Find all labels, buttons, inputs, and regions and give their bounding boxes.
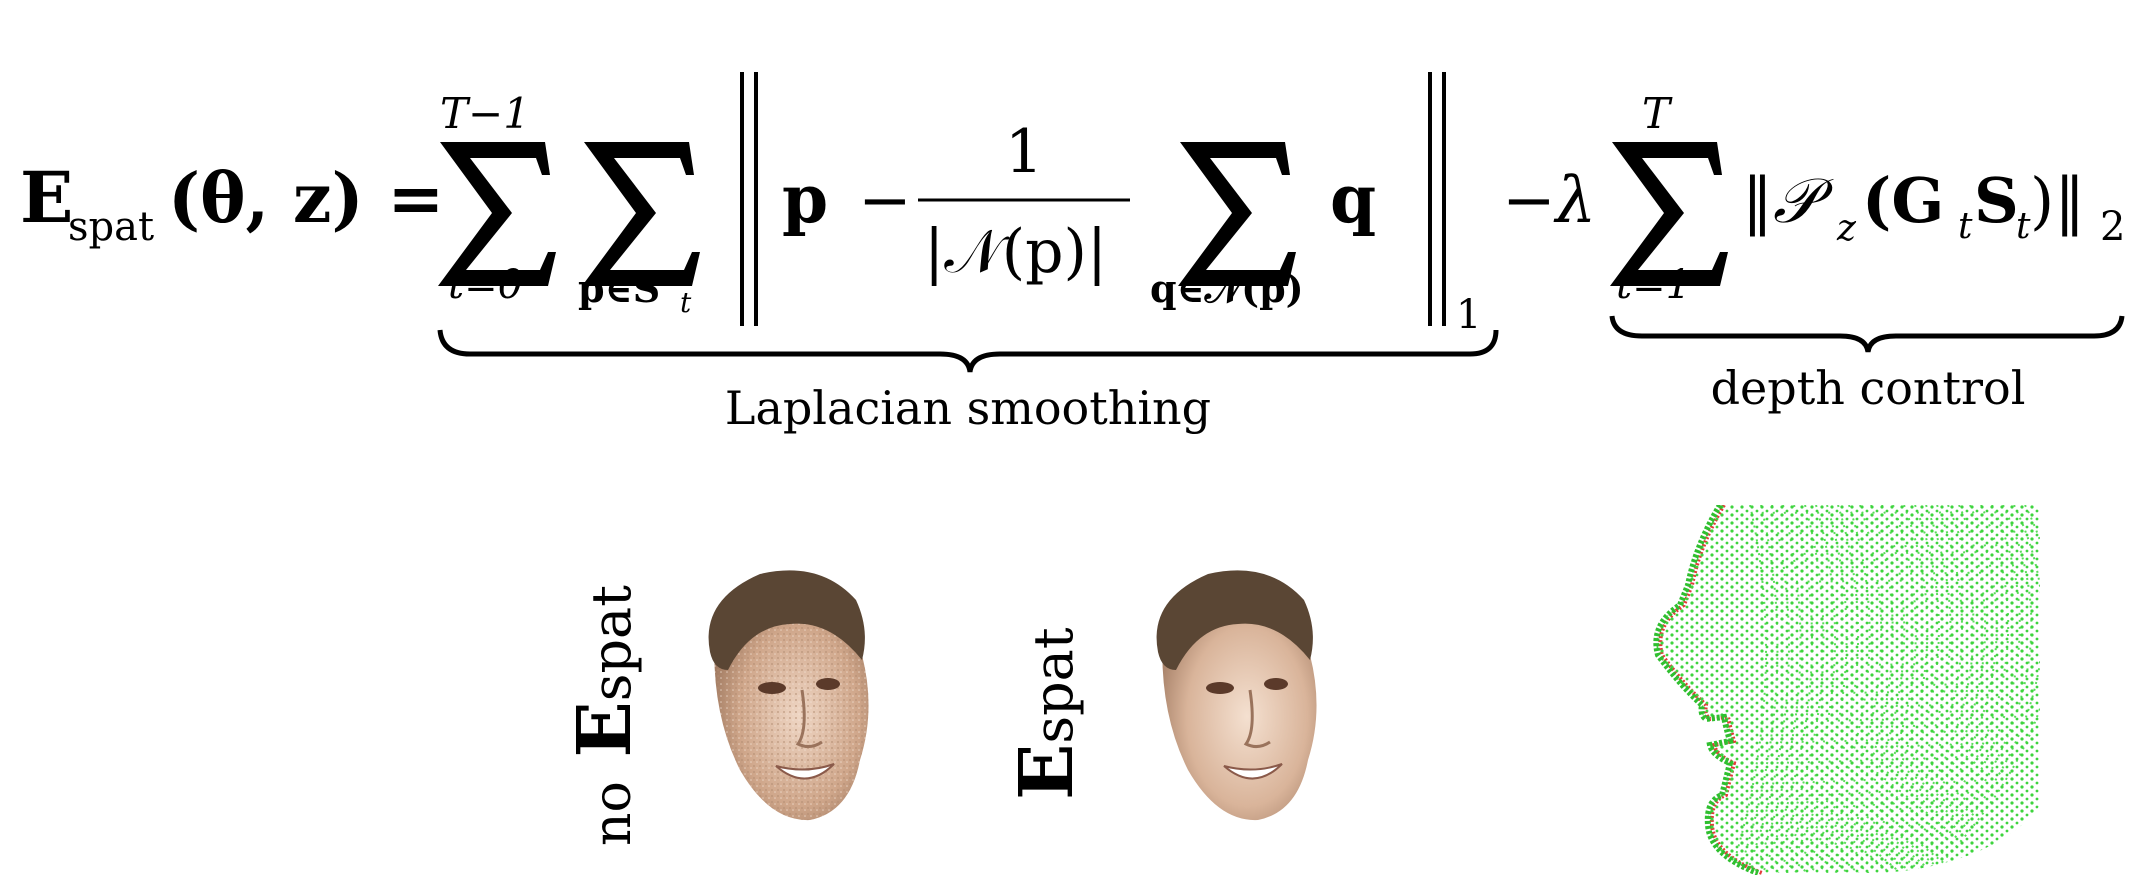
scan-line (1817, 505, 1894, 873)
face2-nose (1243, 689, 1271, 749)
depth-term-G-sub: t (1958, 206, 1973, 247)
face1-hair (708, 570, 865, 670)
depth-term-z: z (1836, 208, 1857, 249)
scan-line (1801, 505, 1871, 873)
face2-eye-right (1264, 678, 1288, 690)
sum4-upper: T (1642, 89, 1673, 138)
lhs-args: (θ, z) = (168, 159, 444, 239)
label-spat-2: spat (1022, 627, 1085, 744)
minus-lambda: −λ (1502, 164, 1596, 238)
sum3-lower: q∈𝒩(p) (1150, 266, 1304, 311)
depth-term-S-sub: t (2016, 206, 2031, 247)
laplacian-underbrace (437, 329, 1499, 373)
var-p: p (782, 160, 828, 238)
scan-line (1777, 505, 1837, 873)
depth-control-underbrace (1609, 315, 2125, 353)
scan-line (1881, 505, 1987, 873)
minus-sign: − (858, 164, 912, 238)
depth-term-open: ‖𝒫 (1742, 164, 1834, 237)
sum2-sigma (582, 142, 700, 286)
point-cloud-profile (1653, 505, 2040, 875)
label-E-2: E (1004, 743, 1090, 800)
scan-line (1785, 505, 1848, 873)
scan-line (1737, 505, 1779, 873)
depth-term-S: S (1974, 164, 2019, 237)
depth-term-G: (G (1862, 164, 1944, 237)
face1-texture (714, 589, 869, 821)
scan-line (1769, 505, 1825, 873)
scan-line (1809, 505, 1883, 873)
scan-line (1729, 505, 1767, 873)
norm2-subscript: 2 (2100, 204, 2125, 250)
face-render-no-espat (708, 570, 869, 821)
sum2-lower: p∈S (578, 266, 660, 311)
face2-hair (1156, 570, 1313, 670)
face2-skin (1162, 589, 1317, 821)
face2-eye-left (1206, 682, 1234, 694)
sum4-sigma (1610, 142, 1728, 286)
face-render-espat (1156, 570, 1317, 821)
scan-line (1753, 505, 1802, 873)
sum1-sigma (438, 142, 556, 286)
lhs-sub: spat (68, 204, 154, 250)
scan-line (1761, 505, 1813, 873)
sum1-lower: t=0 (448, 262, 523, 308)
scan-line (1889, 505, 1998, 873)
scan-line (1833, 505, 1917, 873)
label-E: E (562, 701, 648, 758)
sum3-sigma (1178, 142, 1296, 286)
scan-line (1929, 505, 2040, 873)
face1-eye-right (816, 678, 840, 690)
var-q: q (1330, 160, 1376, 238)
point-cloud-arcs (1729, 505, 2040, 873)
scan-line (1745, 505, 1790, 873)
face1-eye-left (758, 682, 786, 694)
spatial-energy-equation: E spat (θ, z) = T−1 t=0 p∈S t p − 1 |𝒩(p… (20, 72, 2125, 435)
face2-mouth (1223, 763, 1283, 780)
label-spat: spat (580, 585, 643, 702)
sum1-upper: T−1 (440, 89, 530, 138)
lhs-E: E (20, 156, 73, 239)
norm1-subscript: 1 (1456, 292, 1481, 338)
frac-denominator: |𝒩(p)| (924, 217, 1107, 287)
depth-term-close: )‖ (2030, 164, 2085, 237)
sum4-lower: t=1 (1616, 262, 1691, 308)
scan-line (1793, 505, 1860, 873)
label-no-espat: no Espat (562, 585, 648, 846)
label-no: no (583, 781, 643, 846)
scan-line (1825, 505, 1906, 873)
face1-nose (795, 689, 823, 749)
sum2-lower-sub: t (680, 286, 692, 319)
depth-control-label: depth control (1711, 361, 2026, 415)
scan-line (1841, 505, 1929, 873)
face1-mouth (775, 763, 835, 780)
frac-numerator: 1 (1005, 117, 1043, 187)
laplacian-label: Laplacian smoothing (725, 381, 1211, 435)
label-espat: Espat (1004, 627, 1090, 800)
